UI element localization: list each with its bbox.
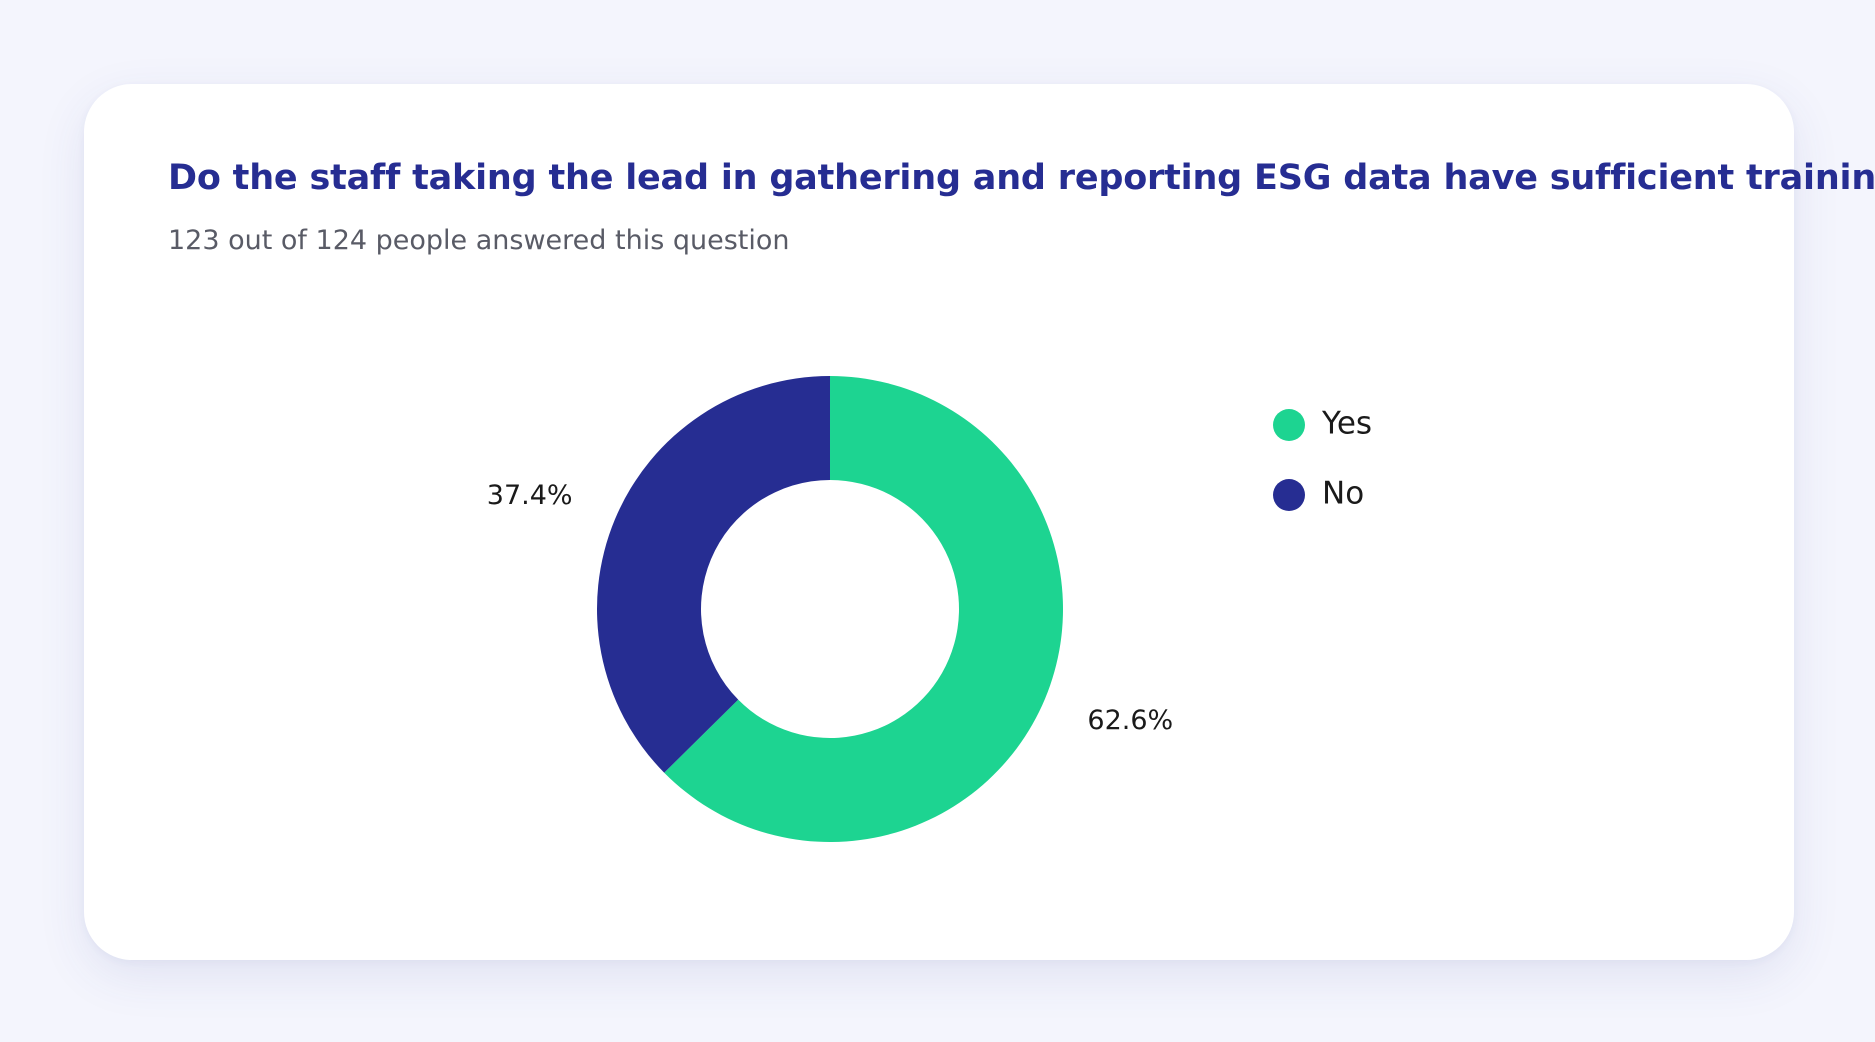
donut-slice-yes	[664, 376, 1063, 842]
legend-swatch-no	[1273, 479, 1305, 511]
response-count: 123 out of 124 people answered this ques…	[168, 225, 790, 256]
donut-slice-no	[596, 376, 830, 773]
slice-labels: 62.6% 37.4%	[487, 480, 1173, 736]
legend-label-no: No	[1322, 476, 1364, 512]
slice-label-no: 37.4%	[487, 480, 573, 511]
donut-slices	[596, 376, 1063, 842]
legend-swatch-yes	[1273, 409, 1305, 441]
slice-label-yes: 62.6%	[1087, 705, 1173, 736]
legend-label-yes: Yes	[1321, 406, 1372, 442]
question-title: Do the staff taking the lead in gatherin…	[168, 158, 1875, 198]
chart-legend: Yes No	[1273, 406, 1372, 512]
question-card: Do the staff taking the lead in gatherin…	[84, 84, 1875, 960]
donut-chart: 62.6% 37.4% Yes No	[487, 376, 1372, 842]
